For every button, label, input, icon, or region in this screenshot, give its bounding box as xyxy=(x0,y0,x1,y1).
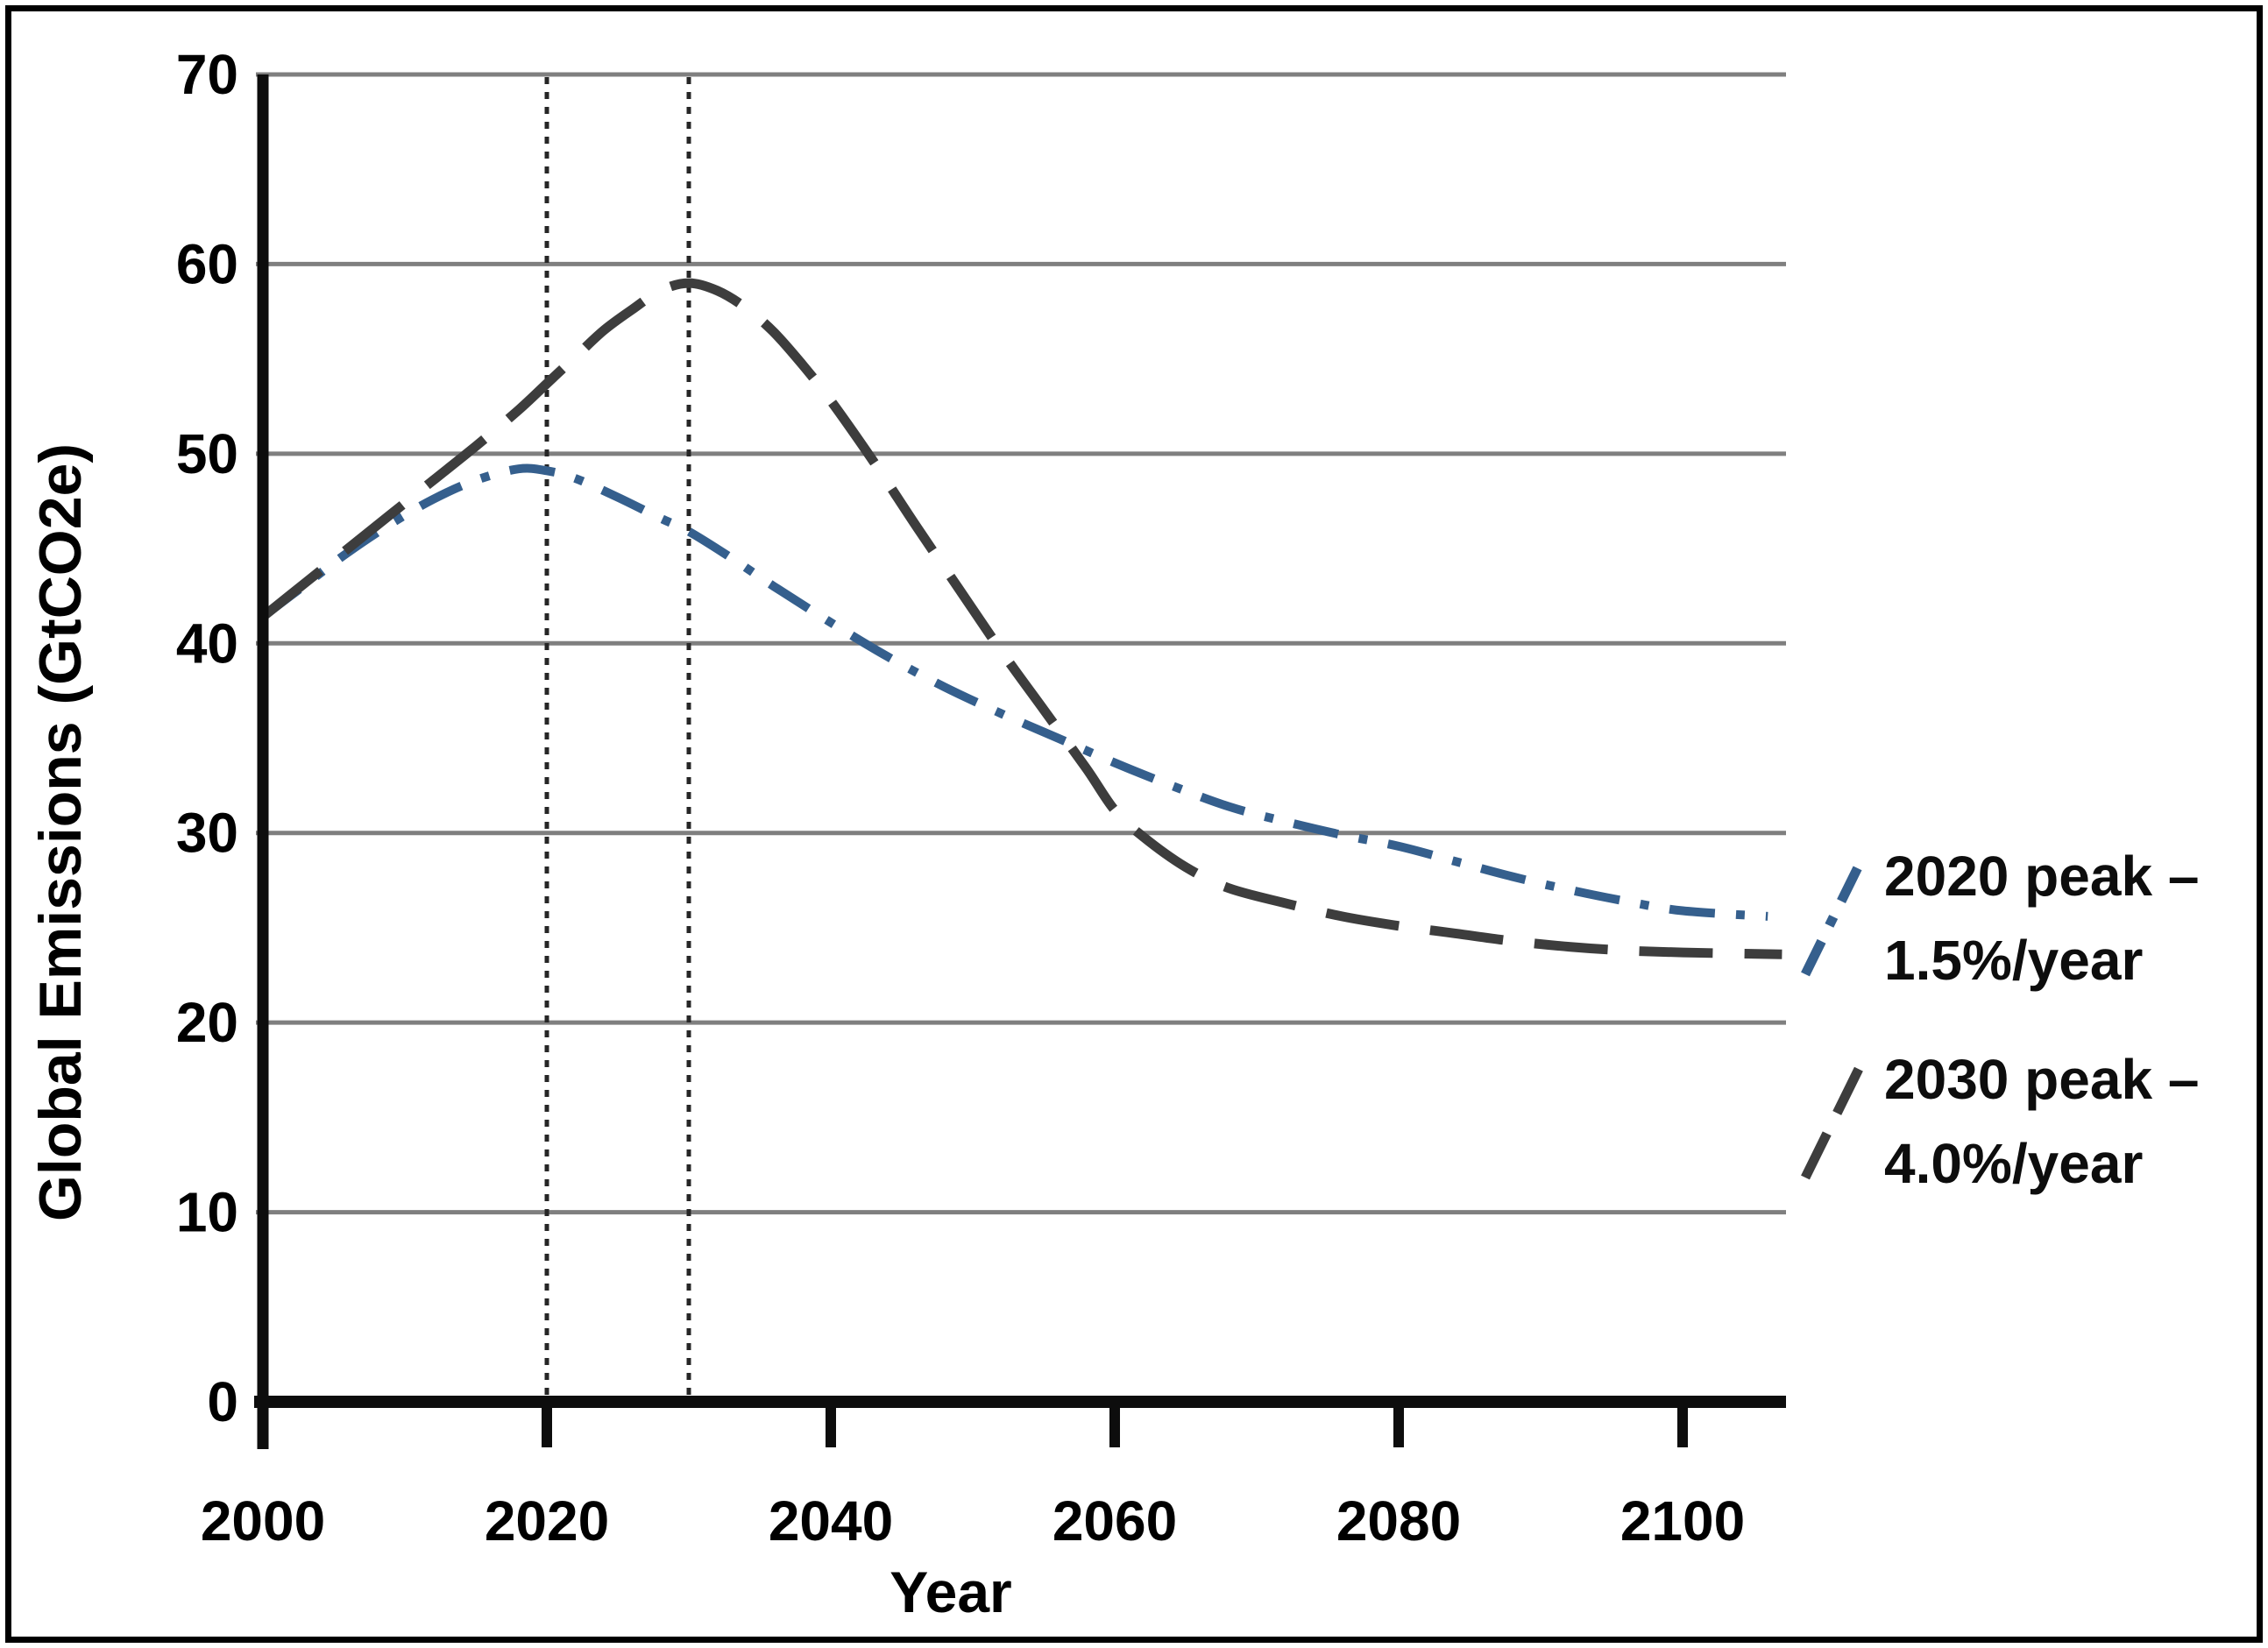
legend-label-line2: 4.0%/year xyxy=(1884,1132,2144,1195)
legend-label-2020-peak: 2020 peak – 1.5%/year xyxy=(1884,834,2199,1002)
legend-entry-2030-peak: 2030 peak – 4.0%/year xyxy=(1795,1037,2268,1206)
y-tick-label-20: 20 xyxy=(176,991,238,1054)
y-tick-label-0: 0 xyxy=(207,1370,238,1433)
x-tick-label-2080: 2080 xyxy=(1336,1489,1461,1553)
y-axis-title: Global Emissions (GtCO2e) xyxy=(27,443,94,1221)
x-tick-label-2000: 2000 xyxy=(201,1489,325,1553)
y-tick-label-70: 70 xyxy=(176,43,238,106)
legend: 2020 peak – 1.5%/year 2030 peak – 4.0%/y… xyxy=(1795,834,2268,1206)
series-line-2030-peak xyxy=(259,278,1783,959)
legend-label-line1: 2030 peak – xyxy=(1884,1048,2200,1111)
x-tick-label-2100: 2100 xyxy=(1620,1489,1745,1553)
legend-label-line2: 1.5%/year xyxy=(1884,929,2144,992)
legend-label-2030-peak: 2030 peak – 4.0%/year xyxy=(1884,1037,2199,1206)
legend-key-2030-peak-icon xyxy=(1801,1064,1864,1180)
y-tick-label-10: 10 xyxy=(176,1181,238,1244)
y-tick-label-60: 60 xyxy=(176,232,238,295)
legend-key-2020-peak-icon xyxy=(1801,861,1864,977)
x-axis-title: Year xyxy=(889,1560,1011,1624)
series-line-2020-peak xyxy=(259,463,1768,921)
x-tick-label-2040: 2040 xyxy=(769,1489,893,1553)
y-tick-label-40: 40 xyxy=(176,612,238,675)
y-tick-label-50: 50 xyxy=(176,422,238,485)
x-tick-label-2020: 2020 xyxy=(485,1489,609,1553)
legend-label-line1: 2020 peak – xyxy=(1884,845,2200,908)
y-tick-label-30: 30 xyxy=(176,802,238,865)
x-tick-label-2060: 2060 xyxy=(1052,1489,1177,1553)
legend-entry-2020-peak: 2020 peak – 1.5%/year xyxy=(1795,834,2268,1002)
